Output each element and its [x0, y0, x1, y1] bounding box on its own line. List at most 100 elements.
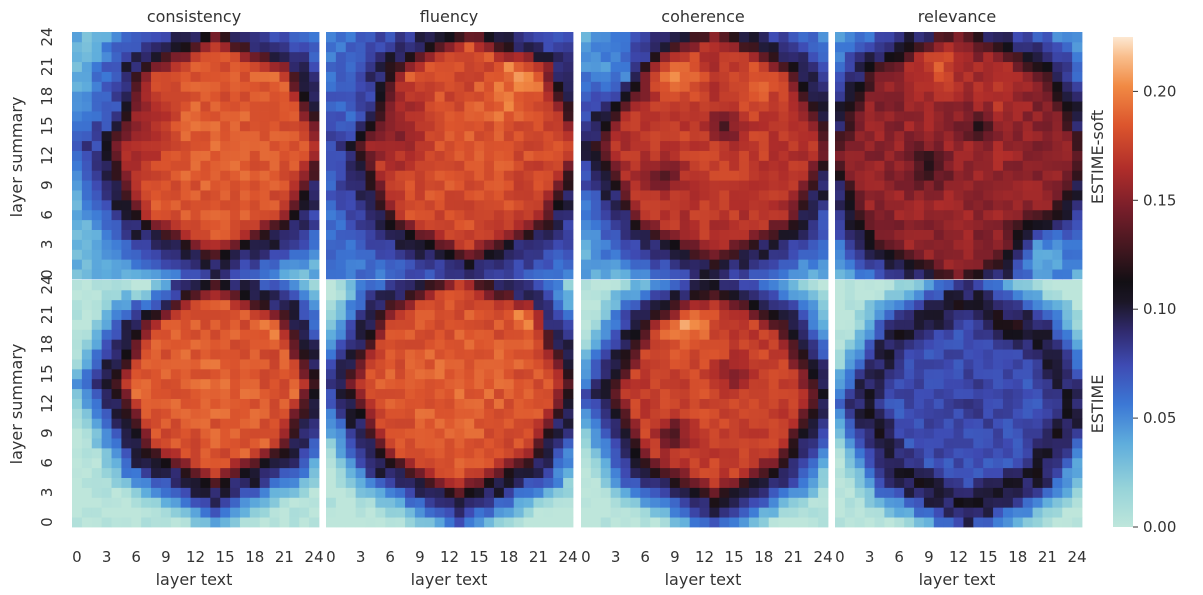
heatmap-cell: [180, 349, 191, 360]
heatmap-cell: [973, 418, 984, 429]
heatmap-cell: [904, 388, 915, 399]
heatmap-cell: [543, 170, 554, 181]
heatmap-cell: [719, 457, 730, 469]
heatmap-cell: [973, 497, 984, 508]
heatmap-cell: [121, 259, 132, 270]
heatmap-cell: [220, 61, 231, 72]
heatmap-cell: [72, 239, 83, 250]
heatmap-cell: [679, 280, 691, 291]
heatmap-cell: [590, 438, 602, 449]
heatmap-cell: [503, 101, 515, 112]
heatmap-cell: [395, 309, 406, 320]
heatmap-cell: [1072, 349, 1083, 360]
heatmap-cell: [1032, 507, 1043, 518]
heatmap-cell: [454, 32, 465, 43]
heatmap-cell: [768, 111, 779, 122]
heatmap-cell: [180, 457, 191, 469]
heatmap-cell: [91, 81, 103, 92]
heatmap-cell: [699, 309, 710, 320]
heatmap-cell: [943, 81, 954, 92]
heatmap-cell: [640, 467, 651, 478]
heatmap-cell: [326, 199, 337, 211]
heatmap-cell: [600, 219, 612, 230]
heatmap-cell: [719, 438, 730, 449]
heatmap-cell: [493, 209, 505, 221]
heatmap-cell: [835, 160, 846, 171]
heatmap-cell: [533, 91, 544, 102]
heatmap-cell: [581, 170, 592, 181]
heatmap-cell: [778, 51, 789, 63]
heatmap-cell: [660, 280, 671, 291]
heatmap-cell: [953, 239, 964, 250]
heatmap-cell: [259, 319, 270, 330]
heatmap-cell: [953, 349, 964, 360]
heatmap-cell: [503, 289, 515, 301]
heatmap-cell: [309, 61, 320, 72]
heatmap-cell: [914, 259, 925, 270]
heatmap-cell: [385, 259, 396, 270]
heatmap-cell: [993, 81, 1004, 92]
heatmap-cell: [1002, 259, 1014, 270]
heatmap-cell: [563, 190, 574, 201]
heatmap-cell: [493, 120, 505, 132]
heatmap-cell: [864, 229, 875, 240]
heatmap-cell: [326, 487, 337, 498]
heatmap-cell: [729, 170, 740, 181]
heatmap-cell: [640, 418, 651, 429]
heatmap-cell: [309, 180, 320, 191]
heatmap-cell: [141, 398, 152, 409]
heatmap-cell: [220, 150, 231, 161]
heatmap-cell: [953, 61, 964, 72]
heatmap-cell: [289, 101, 300, 112]
heatmap-cell: [874, 329, 885, 340]
heatmap-cell: [121, 280, 132, 291]
heatmap-cell: [1012, 71, 1024, 82]
heatmap-cell: [503, 447, 515, 459]
heatmap-cell: [1072, 51, 1083, 63]
heatmap-cell: [474, 398, 485, 409]
heatmap-cell: [309, 51, 320, 63]
heatmap-cell: [299, 111, 310, 122]
heatmap-cell: [493, 140, 505, 151]
heatmap-cell: [808, 289, 819, 301]
heatmap-cell: [778, 517, 789, 528]
heatmap-cell: [788, 51, 799, 63]
heatmap-cell: [798, 447, 809, 459]
heatmap-cell: [914, 319, 925, 330]
heatmap-cell: [259, 209, 270, 221]
heatmap-cell: [679, 269, 691, 280]
heatmap-cell: [131, 111, 142, 122]
heatmap-cell: [894, 368, 905, 380]
heatmap-cell: [444, 428, 455, 439]
heatmap-cell: [581, 507, 592, 518]
heatmap-cell: [963, 349, 974, 360]
heatmap-cell: [620, 477, 631, 488]
heatmap-cell: [669, 209, 681, 221]
heatmap-cell: [1052, 339, 1063, 350]
heatmap-cell: [1052, 289, 1063, 301]
heatmap-cell: [1032, 329, 1043, 340]
heatmap-cell: [719, 408, 730, 419]
heatmap-cell: [101, 51, 112, 63]
heatmap-cell: [739, 349, 750, 360]
heatmap-cell: [405, 329, 416, 340]
heatmap-cell: [543, 61, 554, 72]
heatmap-cell: [884, 329, 895, 340]
heatmap-cell: [1042, 359, 1053, 370]
heatmap-cell: [200, 120, 211, 132]
heatmap-cell: [299, 408, 310, 419]
heatmap-cell: [444, 438, 455, 449]
heatmap-cell: [581, 299, 592, 311]
heatmap-cell: [474, 368, 485, 380]
heatmap-cell: [190, 120, 201, 132]
heatmap-cell: [533, 150, 544, 161]
heatmap-cell: [326, 209, 337, 221]
heatmap-cell: [81, 41, 93, 53]
heatmap-cell: [365, 359, 376, 370]
heatmap-cell: [405, 447, 416, 459]
heatmap-cell: [818, 269, 829, 280]
heatmap-cell: [385, 487, 396, 498]
heatmap-cell: [289, 398, 300, 409]
heatmap-cell: [434, 487, 445, 498]
heatmap-cell: [345, 61, 357, 72]
